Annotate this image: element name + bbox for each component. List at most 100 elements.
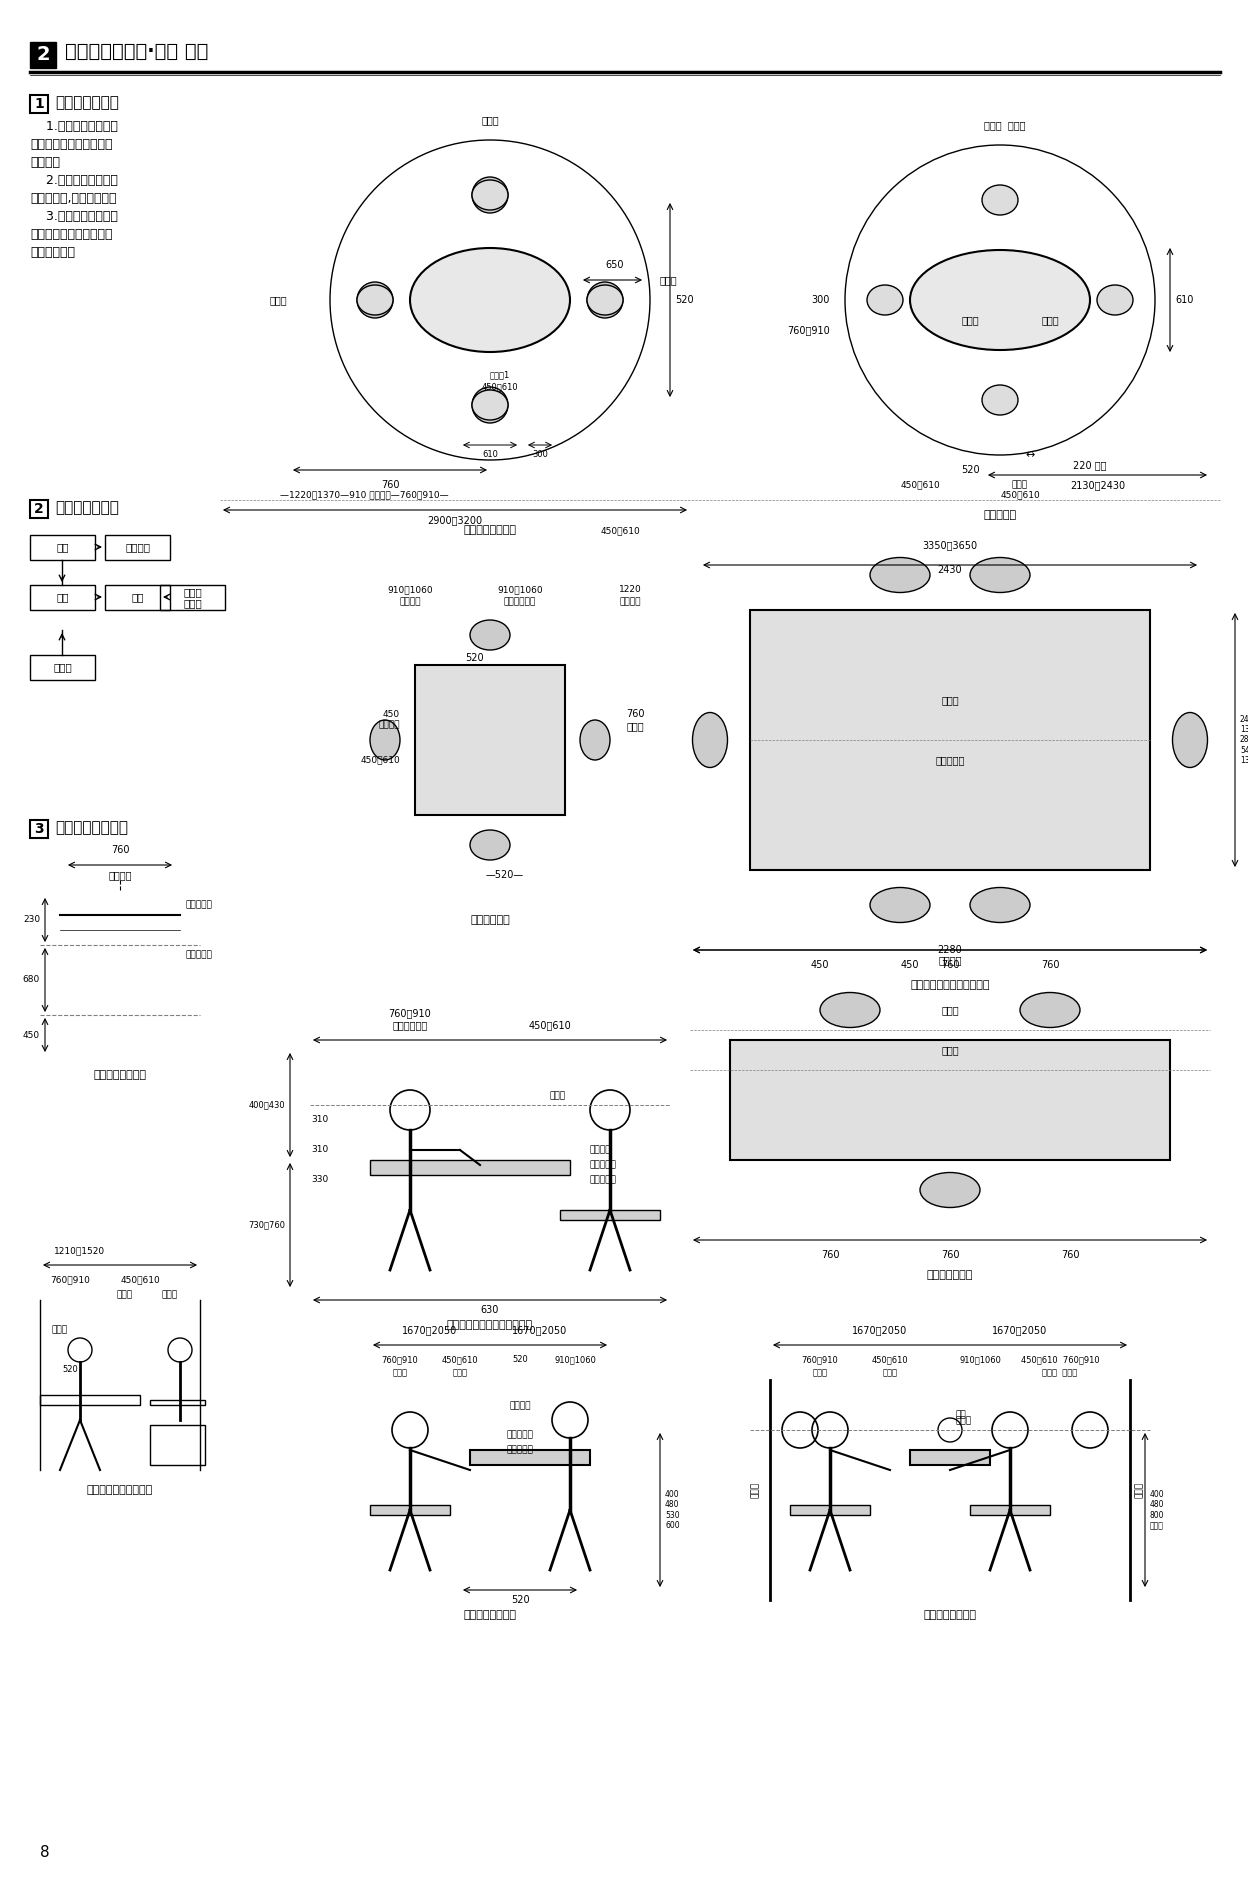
- Text: 450: 450: [22, 1031, 40, 1040]
- Text: 760～910: 760～910: [801, 1356, 839, 1363]
- Text: 2: 2: [36, 45, 50, 64]
- Text: 450～610: 450～610: [120, 1274, 160, 1284]
- Text: 餐厅的处理要点: 餐厅的处理要点: [55, 94, 119, 110]
- Text: 910～1060: 910～1060: [387, 585, 433, 595]
- Text: 3: 3: [34, 821, 44, 836]
- Text: 进餐公用区: 进餐公用区: [507, 1429, 533, 1439]
- Text: 760～910
（最小间距）: 760～910 （最小间距）: [388, 1008, 432, 1031]
- Text: 通行区: 通行区: [270, 295, 287, 306]
- Text: 760: 760: [111, 846, 130, 855]
- Text: 餐具贮藏: 餐具贮藏: [125, 542, 150, 553]
- Text: 400
480
530
600: 400 480 530 600: [665, 1490, 680, 1529]
- Ellipse shape: [982, 385, 1018, 415]
- Text: 四人用小圆桌尺寸: 四人用小圆桌尺寸: [463, 525, 517, 534]
- Text: 布置区: 布置区: [961, 315, 978, 325]
- Bar: [790, 1505, 870, 1514]
- Text: 650: 650: [605, 261, 624, 270]
- Text: 1670～2050: 1670～2050: [402, 1325, 458, 1335]
- Text: 520: 520: [512, 1356, 528, 1363]
- Text: 2280: 2280: [937, 946, 962, 955]
- Text: 就坐区: 就坐区: [882, 1369, 897, 1376]
- Text: 8: 8: [40, 1845, 50, 1860]
- Text: 760: 760: [1061, 1250, 1080, 1259]
- Text: 760: 760: [381, 480, 399, 491]
- Text: 760: 760: [941, 959, 960, 970]
- Text: 2.就餐区域尺寸应考: 2.就餐区域尺寸应考: [30, 174, 117, 187]
- Bar: [40, 1395, 140, 1405]
- Text: 最小就坐区间距（不能通行）: 最小就坐区间距（不能通行）: [447, 1320, 533, 1329]
- Text: 就坐区
450～610: 就坐区 450～610: [1000, 480, 1040, 500]
- Text: 300: 300: [811, 295, 830, 306]
- Ellipse shape: [587, 285, 623, 315]
- Text: 眼平线: 眼平线: [955, 1416, 971, 1425]
- Ellipse shape: [970, 887, 1030, 923]
- Ellipse shape: [411, 247, 570, 351]
- Text: 450: 450: [811, 959, 829, 970]
- Ellipse shape: [1097, 285, 1133, 315]
- Bar: [416, 665, 565, 816]
- Text: 的一隅。: 的一隅。: [30, 157, 60, 170]
- Bar: [730, 1040, 1171, 1159]
- Text: 就坐区  通行区: 就坐区 通行区: [1042, 1369, 1077, 1376]
- Text: 最小间距: 最小间距: [399, 597, 421, 606]
- Ellipse shape: [982, 185, 1018, 215]
- Bar: [105, 534, 170, 561]
- Text: 四人用餐桌: 四人用餐桌: [983, 510, 1017, 519]
- Text: 藏柜等设备。: 藏柜等设备。: [30, 245, 75, 259]
- Text: 布置区: 布置区: [941, 1044, 958, 1055]
- Text: 760～910: 760～910: [50, 1274, 90, 1284]
- Bar: [30, 819, 47, 838]
- Bar: [970, 1505, 1050, 1514]
- Text: 1: 1: [34, 96, 44, 111]
- Text: 450～610: 450～610: [442, 1356, 478, 1363]
- Text: 1670～2050: 1670～2050: [852, 1325, 907, 1335]
- Text: ↔: ↔: [1026, 449, 1035, 461]
- Ellipse shape: [867, 285, 904, 315]
- Text: 公用区: 公用区: [482, 115, 499, 125]
- Text: 最小用餐单元宽度: 最小用餐单元宽度: [924, 1610, 976, 1620]
- Text: 2: 2: [34, 502, 44, 515]
- Text: 进餐布置区: 进餐布置区: [507, 1444, 533, 1454]
- Ellipse shape: [369, 719, 401, 761]
- Circle shape: [587, 281, 623, 317]
- Text: 布置区: 布置区: [941, 695, 958, 704]
- Text: 长方形六人进餐桌（西餐）: 长方形六人进餐桌（西餐）: [910, 980, 990, 989]
- Text: 最佳进餐布置尺寸: 最佳进餐布置尺寸: [94, 1070, 146, 1080]
- Text: 310: 310: [311, 1146, 328, 1154]
- Circle shape: [472, 177, 508, 213]
- Text: 910～1060: 910～1060: [958, 1356, 1001, 1363]
- Text: 墙边线: 墙边线: [1134, 1482, 1144, 1497]
- Ellipse shape: [870, 557, 930, 593]
- Text: 进餐布置区: 进餐布置区: [185, 950, 212, 959]
- Text: 450～610: 450～610: [361, 755, 401, 765]
- Ellipse shape: [1020, 993, 1080, 1027]
- Text: 室内空间与尺度·住宅 餐厅: 室内空间与尺度·住宅 餐厅: [65, 42, 208, 60]
- Circle shape: [472, 387, 508, 423]
- Text: 厨房: 厨房: [56, 593, 69, 602]
- Text: 三人进餐桌布置: 三人进餐桌布置: [927, 1271, 973, 1280]
- Text: 就坐区: 就坐区: [453, 1369, 468, 1376]
- Text: 通行区: 通行区: [812, 1369, 827, 1376]
- Text: 760: 760: [821, 1250, 839, 1259]
- Text: 进餐公用区: 进餐公用区: [590, 1161, 617, 1169]
- Ellipse shape: [870, 887, 930, 923]
- Text: 虑人的来往,服务等活动。: 虑人的来往,服务等活动。: [30, 193, 116, 206]
- Text: 2430～2590
1300
280
540
1360: 2430～2590 1300 280 540 1360: [1241, 716, 1248, 765]
- Text: 910～1060: 910～1060: [554, 1356, 597, 1363]
- Text: 布置区  公用区: 布置区 公用区: [985, 121, 1026, 130]
- Text: 450: 450: [901, 959, 920, 970]
- Circle shape: [357, 281, 393, 317]
- Text: 400
480
800
眼平线: 400 480 800 眼平线: [1149, 1490, 1164, 1529]
- Text: 备餐: 备餐: [56, 542, 69, 553]
- Text: 3350～3650: 3350～3650: [922, 540, 977, 549]
- Text: 1670～2050: 1670～2050: [513, 1325, 568, 1335]
- Bar: [750, 610, 1149, 870]
- Text: 730～760: 730～760: [248, 1220, 285, 1229]
- Text: 最小进餐布置尺寸: 最小进餐布置尺寸: [463, 1610, 517, 1620]
- Text: 450～610  760～910: 450～610 760～910: [1021, 1356, 1099, 1363]
- Text: 220 直径: 220 直径: [1073, 461, 1107, 470]
- Text: 310: 310: [311, 1116, 328, 1125]
- Ellipse shape: [693, 712, 728, 768]
- Bar: [160, 585, 225, 610]
- Text: 520: 520: [466, 653, 484, 663]
